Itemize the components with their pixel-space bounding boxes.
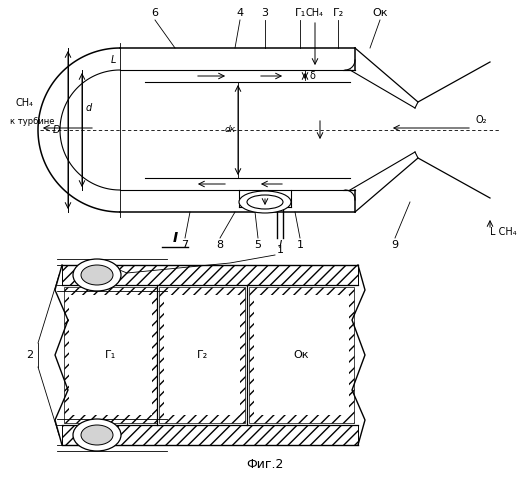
Text: к турбине: к турбине [10,118,55,126]
Text: 3: 3 [261,8,269,18]
Text: 6: 6 [151,8,158,18]
Text: D: D [53,125,60,135]
Text: Г₂: Г₂ [332,8,344,18]
Text: I: I [278,240,281,250]
Ellipse shape [81,425,113,445]
Text: CH₄: CH₄ [15,98,33,108]
Text: dк: dк [225,126,236,134]
Bar [249,287,354,423]
Text: 2: 2 [27,350,33,360]
Text: Г₁: Г₁ [105,350,116,360]
Ellipse shape [247,195,283,209]
Text: 4: 4 [236,8,244,18]
Bar [69,295,152,415]
Text: 7: 7 [182,240,189,250]
Text: Ок: Ок [294,350,309,360]
Ellipse shape [239,191,291,213]
Bar [254,295,349,415]
Text: 9: 9 [391,240,399,250]
Text: L CH₄: L CH₄ [490,227,517,237]
Text: Ок: Ок [372,8,388,18]
Text: Г₂: Г₂ [196,350,208,360]
Text: Фиг.2: Фиг.2 [246,458,284,471]
Bar [159,287,245,423]
Text: CH₄: CH₄ [306,8,324,18]
Text: d: d [86,103,92,113]
Text: 8: 8 [217,240,224,250]
Bar [64,287,157,423]
Ellipse shape [81,265,113,285]
Text: Г₁: Г₁ [294,8,306,18]
Text: 1: 1 [277,245,284,255]
Ellipse shape [73,259,121,291]
Text: I: I [173,231,177,245]
Bar [164,295,240,415]
Text: 5: 5 [254,240,261,250]
Bar [62,265,358,285]
Text: L: L [110,55,116,65]
Text: 1: 1 [296,240,304,250]
Bar [62,425,358,445]
Text: δ: δ [309,71,315,81]
Text: O₂: O₂ [475,115,486,125]
Ellipse shape [73,419,121,451]
